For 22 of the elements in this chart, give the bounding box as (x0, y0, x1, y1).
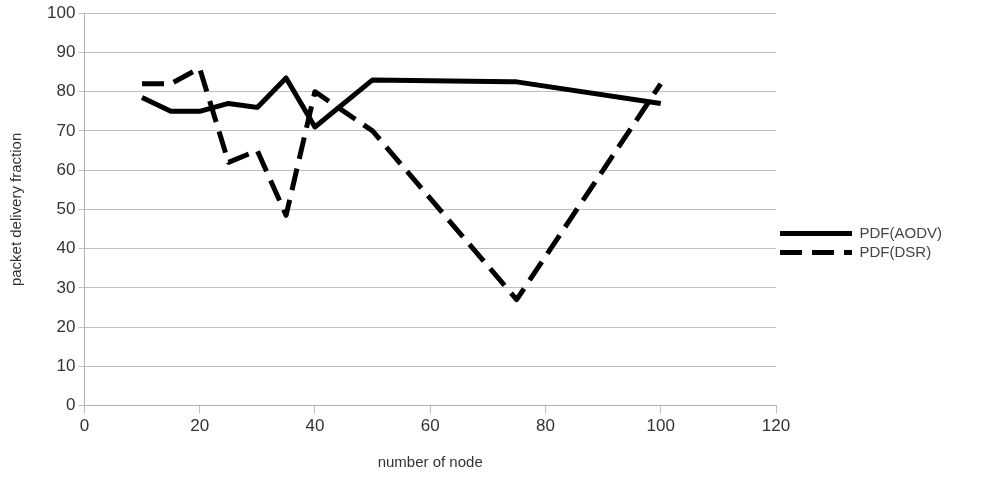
y-tick-label: 20 (56, 316, 76, 336)
y-tick-label: 30 (56, 277, 76, 297)
y-tick-label: 50 (56, 199, 76, 219)
y-tick-label: 70 (56, 120, 76, 140)
y-tick-label: 90 (56, 42, 76, 62)
legend-label: PDF(AODV) (859, 223, 942, 241)
x-tick-label: 120 (761, 416, 791, 436)
y-tick-label: 40 (56, 238, 76, 258)
x-axis-title: number of node (377, 453, 483, 471)
y-tick-label: 0 (65, 395, 76, 415)
x-tick-label: 20 (190, 416, 210, 436)
y-tick-label: 100 (46, 2, 76, 22)
y-tick-label: 10 (56, 356, 76, 376)
legend-label: PDF(DSR) (859, 242, 932, 260)
x-tick-label: 40 (305, 416, 325, 436)
y-tick-label: 60 (56, 159, 76, 179)
x-tick-label: 0 (79, 416, 90, 436)
x-tick-label: 80 (535, 416, 555, 436)
x-tick-label: 60 (420, 416, 440, 436)
y-tick-label: 80 (56, 81, 76, 101)
x-tick-label: 100 (646, 416, 675, 436)
y-axis-title: packet delivery fraction (7, 132, 25, 287)
